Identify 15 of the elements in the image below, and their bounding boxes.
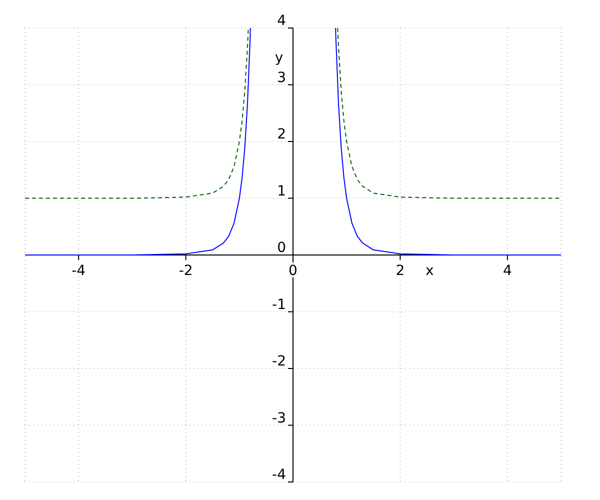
y-tick-label: 3: [277, 70, 286, 86]
y-tick-label: -2: [272, 354, 286, 370]
y-tick-label: 0: [277, 240, 286, 256]
x-tick-label: 2: [396, 263, 405, 279]
y-tick-label: -4: [272, 467, 286, 483]
x-tick-label: -2: [178, 263, 193, 279]
y-tick-label: -1: [272, 296, 286, 313]
x-tick-label: 4: [502, 263, 512, 279]
y-tick-label: 1: [277, 183, 286, 200]
y-tick-label: -3: [272, 410, 286, 426]
x-axis-title: x: [426, 263, 434, 279]
y-axis-title: y: [274, 50, 284, 66]
y-tick-label: 4: [277, 13, 286, 29]
y-tick-label: 2: [277, 126, 286, 142]
x-tick-label: -4: [72, 263, 86, 279]
